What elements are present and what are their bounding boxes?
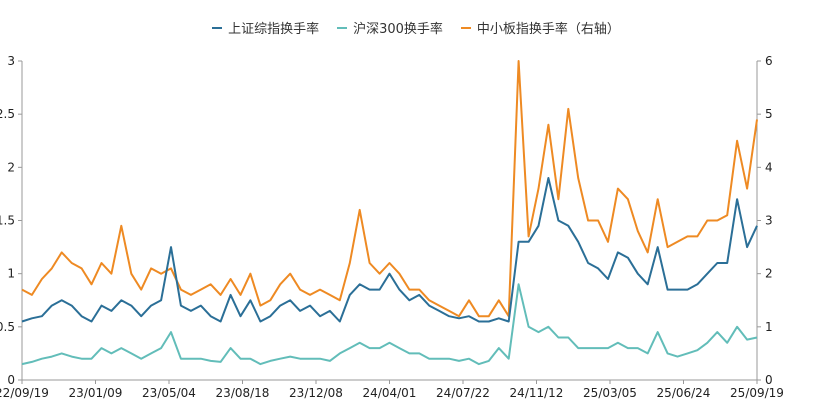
x-tick-label: 22/09/19 (0, 386, 49, 400)
x-tick-label: 23/01/09 (69, 386, 123, 400)
series-line-2 (21, 60, 758, 318)
left-tick-label: 0 (7, 373, 15, 387)
x-tick-label: 24/04/01 (363, 386, 417, 400)
x-tick-label: 25/09/19 (730, 386, 784, 400)
right-tick-label: 1 (765, 320, 773, 334)
x-tick-label: 24/07/22 (436, 386, 490, 400)
legend: 上证综指换手率 沪深300换手率 中小板指换手率（右轴） (0, 18, 832, 37)
legend-item-sse[interactable]: 上证综指换手率 (212, 18, 319, 37)
legend-label: 上证综指换手率 (228, 22, 320, 37)
x-tick-label: 23/05/04 (142, 386, 196, 400)
x-tick-label: 24/11/12 (510, 386, 564, 400)
x-tick-label: 25/06/24 (657, 386, 711, 400)
left-tick-label: 1 (7, 267, 15, 281)
legend-swatch (337, 26, 348, 29)
left-tick-label: 2 (7, 160, 15, 174)
right-tick-label: 4 (765, 160, 773, 174)
legend-item-csi300[interactable]: 沪深300换手率 (337, 18, 443, 37)
legend-item-sme[interactable]: 中小板指换手率（右轴） (460, 18, 620, 37)
x-tick-label: 25/03/05 (583, 386, 637, 400)
legend-swatch (212, 26, 223, 29)
left-tick-label: 3 (7, 54, 15, 68)
x-tick-label: 23/12/08 (289, 386, 343, 400)
left-tick-label: 2.5 (0, 107, 15, 121)
legend-swatch (460, 26, 471, 29)
series-line-1 (21, 283, 758, 366)
right-tick-label: 2 (765, 267, 773, 281)
x-tick-label: 23/08/18 (216, 386, 270, 400)
legend-label: 中小板指换手率（右轴） (476, 22, 620, 37)
series-line-0 (21, 177, 758, 323)
right-tick-label: 6 (765, 54, 773, 68)
legend-label: 沪深300换手率 (353, 22, 443, 37)
left-tick-label: 0.5 (0, 320, 15, 334)
left-tick-label: 1.5 (0, 214, 15, 228)
right-tick-label: 5 (765, 107, 773, 121)
right-tick-label: 3 (765, 214, 773, 228)
right-tick-label: 0 (765, 373, 773, 387)
